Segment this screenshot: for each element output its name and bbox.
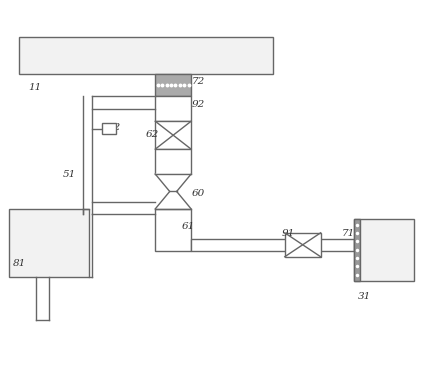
Text: 62: 62 — [145, 130, 159, 139]
Text: 71: 71 — [341, 229, 355, 238]
Text: 91: 91 — [282, 229, 295, 238]
Text: 60: 60 — [192, 189, 206, 199]
Text: 92: 92 — [192, 100, 206, 109]
Bar — [155, 96, 191, 121]
Bar — [103, 123, 116, 134]
Bar — [191, 239, 354, 251]
Text: 72: 72 — [192, 77, 206, 86]
Polygon shape — [155, 192, 191, 209]
Text: 82: 82 — [107, 123, 121, 132]
Text: 51: 51 — [63, 169, 76, 179]
Bar — [155, 75, 191, 96]
Bar — [155, 209, 191, 251]
Bar — [19, 37, 273, 75]
Bar — [155, 149, 191, 174]
Bar — [354, 219, 360, 281]
Polygon shape — [155, 174, 191, 192]
Bar — [155, 121, 191, 149]
Text: 81: 81 — [13, 259, 26, 268]
Text: 31: 31 — [357, 292, 371, 301]
Text: 61: 61 — [182, 223, 195, 231]
Bar — [354, 219, 414, 281]
Bar — [285, 233, 321, 257]
Bar — [9, 209, 88, 277]
Text: 11: 11 — [29, 83, 42, 92]
